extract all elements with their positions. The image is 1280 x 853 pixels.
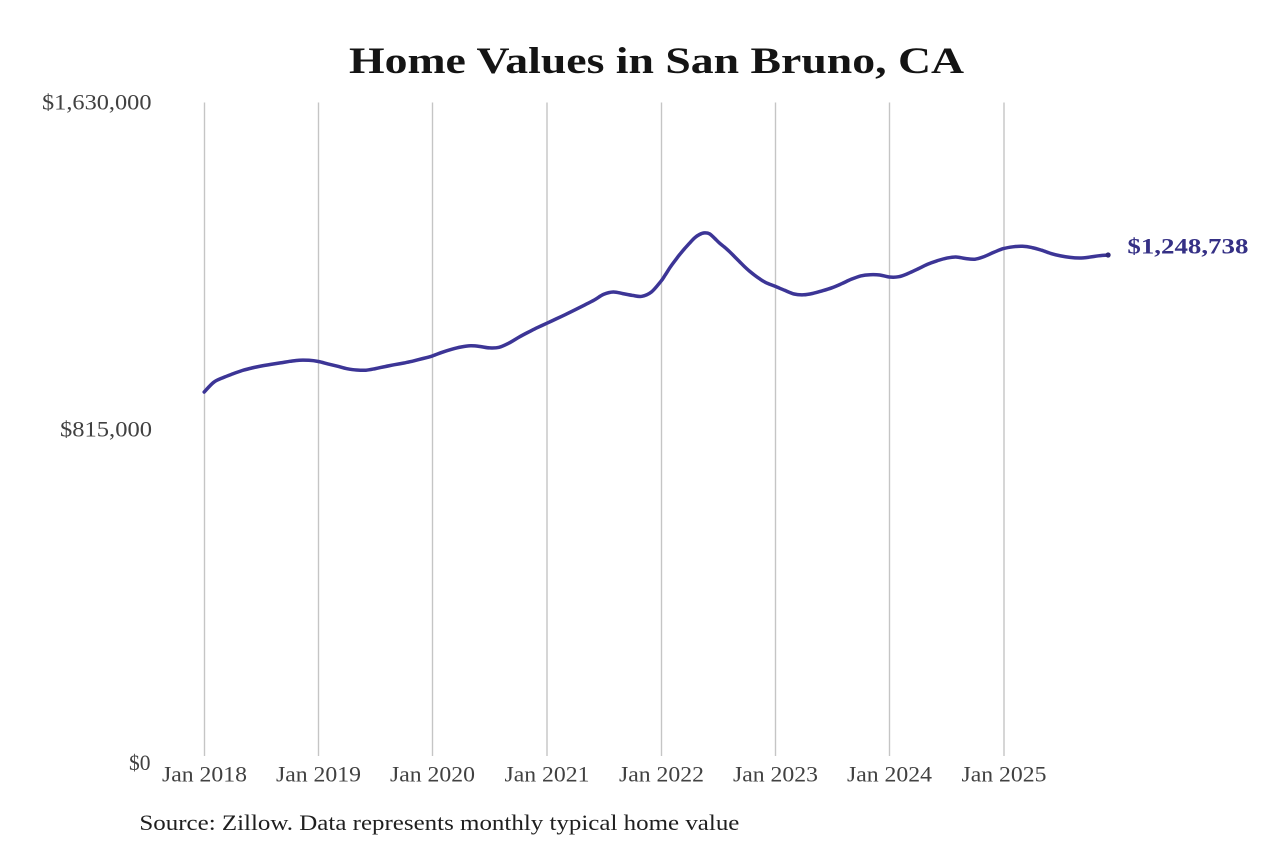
svg-text:Source: Zillow. Data represent: Source: Zillow. Data represents monthly …	[139, 811, 739, 835]
svg-text:Jan 2021: Jan 2021	[505, 763, 590, 787]
svg-text:Jan 2018: Jan 2018	[162, 763, 247, 787]
svg-text:$815,000: $815,000	[60, 418, 152, 442]
svg-text:Jan 2020: Jan 2020	[390, 763, 475, 787]
svg-text:$1,630,000: $1,630,000	[42, 91, 152, 115]
svg-text:Jan 2022: Jan 2022	[619, 763, 704, 787]
svg-text:Jan 2024: Jan 2024	[847, 763, 932, 787]
svg-text:$1,248,738: $1,248,738	[1127, 233, 1248, 258]
svg-text:Jan 2019: Jan 2019	[276, 763, 361, 787]
svg-text:Jan 2023: Jan 2023	[733, 763, 818, 787]
svg-text:$0: $0	[129, 751, 151, 775]
svg-text:Home Values in San Bruno, CA: Home Values in San Bruno, CA	[349, 40, 965, 81]
svg-text:Jan 2025: Jan 2025	[962, 763, 1047, 787]
